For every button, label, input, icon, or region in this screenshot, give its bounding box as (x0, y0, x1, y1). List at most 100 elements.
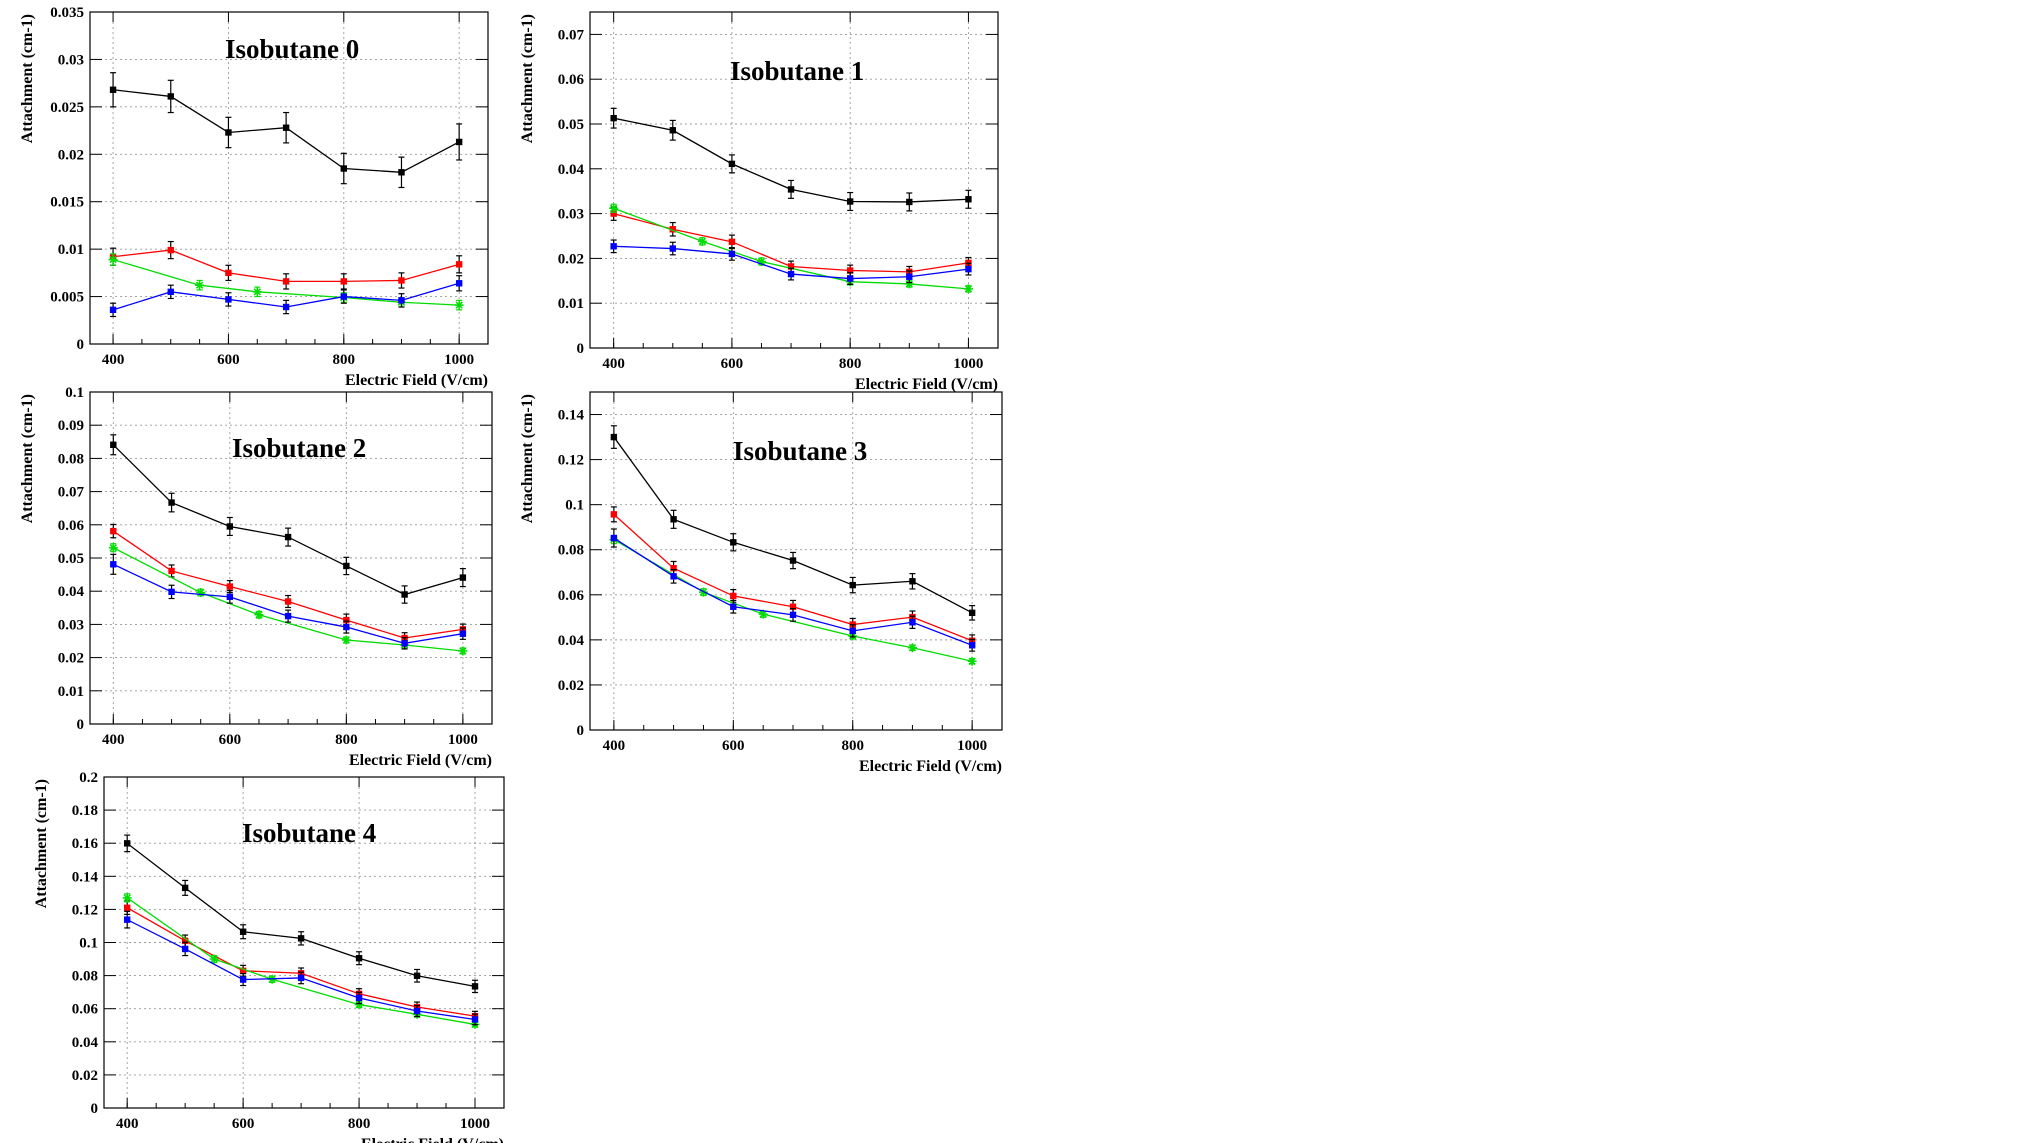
x-tick-label: 800 (333, 352, 356, 368)
data-point-green (122, 893, 132, 903)
data-point-blue (968, 642, 976, 649)
data-point-black (789, 557, 797, 564)
data-point-blue (340, 293, 347, 300)
data-point-green (108, 255, 118, 265)
data-point-red (167, 246, 174, 254)
series-blue (610, 239, 972, 285)
x-axis-title: Electric Field (V/cm) (361, 1136, 504, 1143)
data-point-black (226, 523, 234, 530)
y-tick-label: 0 (577, 341, 585, 357)
x-tick-label: 400 (116, 1116, 139, 1132)
data-point-red (398, 277, 405, 284)
y-axis-title: Attachment (cm-1) (33, 779, 50, 908)
data-point-green (195, 280, 205, 290)
data-point-black (297, 935, 305, 942)
data-point-red (846, 267, 854, 274)
data-point-black (109, 86, 117, 93)
data-point-red (239, 967, 247, 975)
data-point-black (906, 198, 913, 206)
y-tick-label: 0.05 (558, 117, 584, 133)
y-tick-label: 0.035 (50, 5, 84, 21)
data-point-black (284, 533, 292, 541)
data-point-black (181, 884, 189, 892)
series-blue (610, 528, 976, 652)
data-point-blue (239, 976, 247, 983)
series-blue (110, 553, 467, 650)
x-tick-label: 600 (219, 732, 242, 748)
data-point-black (401, 591, 408, 598)
y-tick-label: 0.14 (72, 869, 99, 885)
series-line-green (113, 547, 463, 652)
data-point-green (354, 1000, 364, 1010)
data-point-red (610, 210, 617, 217)
x-tick-label: 600 (722, 738, 745, 754)
y-tick-label: 0.18 (72, 803, 98, 819)
y-tick-label: 0.02 (58, 651, 84, 667)
x-tick-label: 1000 (444, 352, 474, 368)
data-point-blue (282, 303, 290, 311)
y-tick-label: 0.03 (58, 617, 84, 633)
data-point-blue (471, 1016, 479, 1023)
data-point-blue (168, 588, 175, 596)
x-axis-title: Electric Field (V/cm) (855, 376, 998, 393)
y-tick-label: 0.02 (72, 1068, 98, 1084)
series-black (610, 107, 972, 212)
data-point-red (343, 616, 350, 624)
y-tick-label: 0.06 (558, 588, 585, 604)
y-tick-label: 0.08 (558, 543, 584, 559)
y-tick-label: 0.05 (58, 551, 84, 567)
y-tick-label: 0.07 (58, 485, 85, 501)
data-point-black (459, 574, 467, 581)
chart-title: Isobutane 1 (730, 56, 864, 86)
data-point-blue (730, 603, 737, 610)
y-tick-label: 0.16 (72, 836, 99, 852)
x-tick-label: 400 (102, 732, 125, 748)
x-tick-label: 600 (217, 352, 240, 368)
data-point-blue (610, 243, 617, 250)
data-point-black (610, 114, 617, 122)
chart-panel-3: 400 600 800 1000 0 0.02 0.04 0.06 0.08 0.1 0.12 0.1… (519, 391, 1003, 775)
chart-panel-0: 400 600 800 1000 0 0.005 0.01 0.015 0.02 0.025 0.0… (19, 5, 489, 389)
data-point-red (669, 226, 676, 233)
data-point-red (110, 527, 117, 535)
data-point-red (670, 565, 677, 572)
data-point-blue (225, 296, 232, 303)
y-tick-label: 0.1 (65, 385, 84, 401)
y-tick-label: 0.08 (72, 969, 98, 985)
chart-title: Isobutane 2 (232, 433, 366, 463)
x-axis-title: Electric Field (V/cm) (345, 372, 488, 389)
plot-frame (589, 391, 1003, 731)
x-axis-title: Electric Field (V/cm) (859, 758, 1002, 775)
x-tick-label: 1000 (957, 738, 987, 754)
series-line-black (126, 842, 476, 987)
y-tick-label: 0.06 (58, 518, 85, 534)
data-point-blue (728, 250, 736, 258)
data-point-green (697, 236, 707, 246)
x-tick-label: 1000 (953, 356, 983, 372)
series-line-black (112, 444, 464, 596)
y-tick-label: 0.04 (58, 584, 85, 600)
y-tick-label: 0.02 (558, 678, 584, 694)
data-point-green (609, 203, 619, 213)
data-point-black (110, 441, 117, 448)
data-point-green (454, 300, 464, 310)
chart-title: Isobutane 4 (242, 818, 376, 848)
y-tick-label: 0.02 (558, 251, 584, 267)
y-tick-label: 0.04 (72, 1035, 99, 1051)
series-red (610, 206, 972, 278)
data-point-red (787, 263, 795, 270)
data-point-black (282, 124, 290, 131)
data-point-blue (670, 573, 677, 580)
data-point-green (252, 287, 262, 297)
y-tick-label: 0 (77, 337, 85, 353)
x-tick-label: 400 (602, 356, 625, 372)
y-tick-label: 0.04 (558, 633, 585, 649)
data-point-red (123, 904, 131, 911)
x-tick-label: 1000 (448, 732, 478, 748)
data-point-red (168, 567, 175, 575)
data-point-blue (459, 630, 467, 637)
y-axis-title: Attachment (cm-1) (19, 394, 36, 523)
data-point-blue (398, 297, 405, 304)
data-point-green (907, 643, 917, 653)
y-axis-title: Attachment (cm-1) (519, 394, 536, 523)
